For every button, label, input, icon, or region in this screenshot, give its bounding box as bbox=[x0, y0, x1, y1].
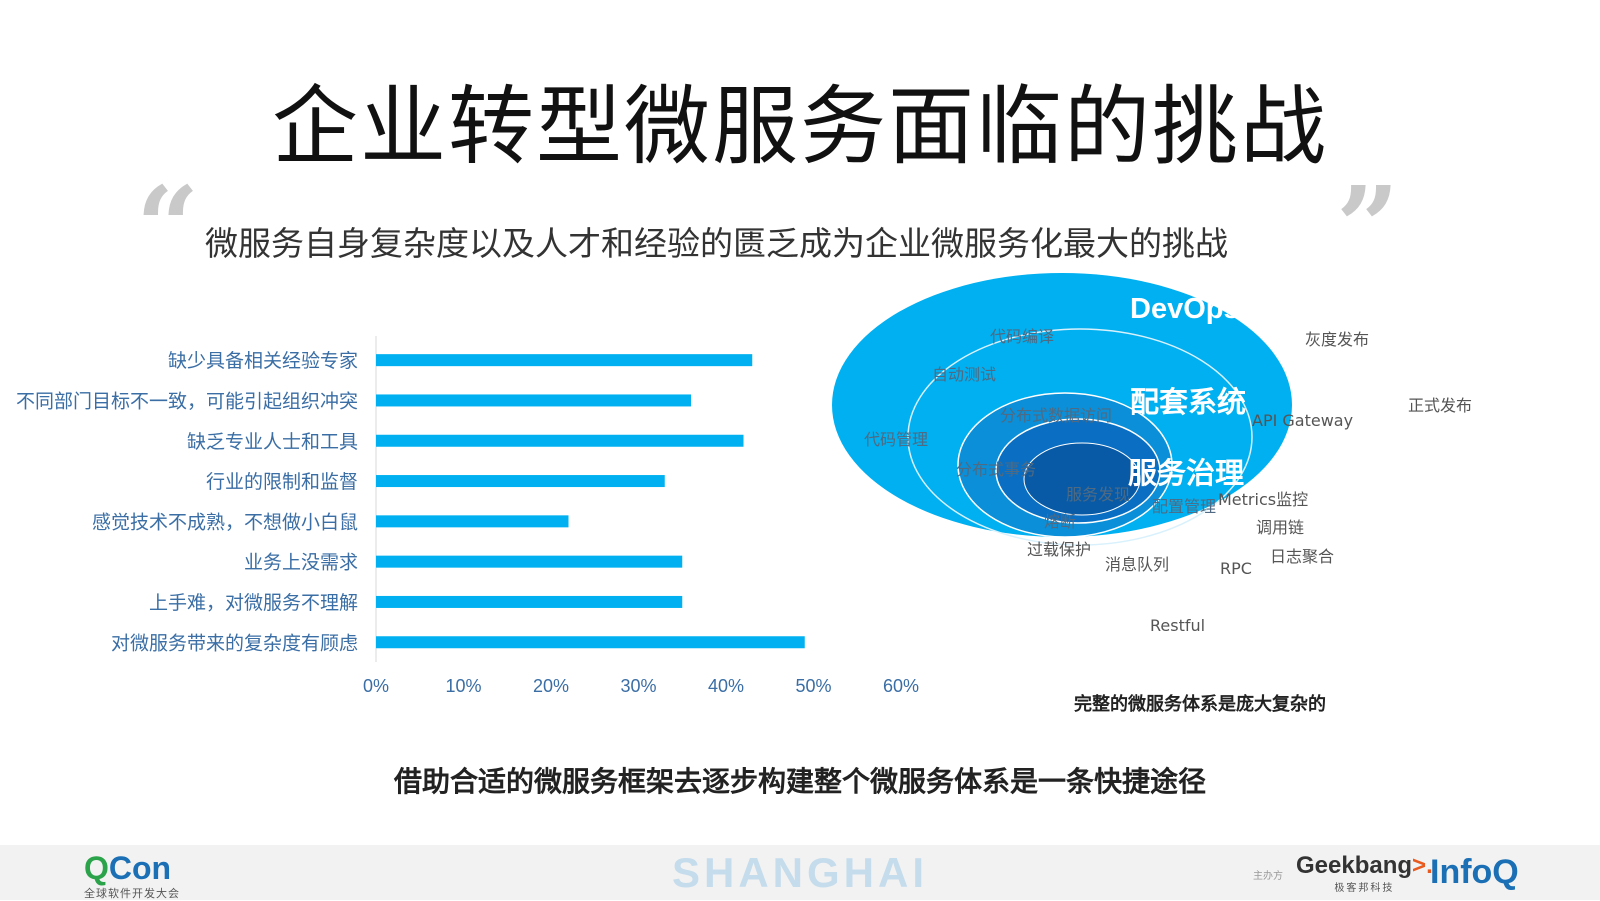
diagram-term: 调用链 bbox=[1256, 518, 1304, 537]
geekbang-logo: Geekbang>. 极客邦科技 bbox=[1296, 852, 1433, 895]
bar bbox=[376, 475, 665, 488]
geekbang-name: Geekbang bbox=[1296, 852, 1413, 879]
bar bbox=[376, 636, 805, 649]
x-tick-label: 30% bbox=[620, 676, 656, 696]
devops-label: DevOps bbox=[1130, 293, 1240, 325]
category-label: 缺少具备相关经验专家 bbox=[168, 350, 358, 372]
diagram-term: Metrics监控 bbox=[1218, 490, 1308, 509]
quote-close-mark: ” bbox=[1336, 162, 1400, 291]
core-ellipse bbox=[1023, 442, 1141, 516]
category-label: 缺乏专业人士和工具 bbox=[187, 431, 358, 453]
diagram-term: API Gateway bbox=[1252, 411, 1353, 430]
diagram-term: 正式发布 bbox=[1408, 396, 1472, 415]
x-tick-label: 40% bbox=[708, 676, 744, 696]
diagram-term: 过载保护 bbox=[1027, 540, 1091, 559]
diagram-term: 分布式数据访问 bbox=[1000, 406, 1112, 425]
footer-bar: QCon 全球软件开发大会 SHANGHAI 主办方 Geekbang>. 极客… bbox=[0, 845, 1600, 900]
x-tick-label: 10% bbox=[445, 676, 481, 696]
sponsor-label: 主办方 bbox=[1253, 871, 1283, 882]
qcon-logo: QCon 全球软件开发大会 bbox=[84, 851, 180, 901]
category-label: 对微服务带来的复杂度有顾虑 bbox=[111, 632, 358, 654]
diagram-term: 服务发现 bbox=[1066, 485, 1130, 504]
qcon-subtitle: 全球软件开发大会 bbox=[84, 887, 180, 900]
diagram-term: 配置管理 bbox=[1152, 497, 1216, 516]
x-tick-label: 20% bbox=[533, 676, 569, 696]
challenges-bar-chart: 缺少具备相关经验专家不同部门目标不一致，可能引起组织冲突缺乏专业人士和工具行业的… bbox=[16, 336, 919, 696]
category-label: 业务上没需求 bbox=[244, 552, 358, 574]
diagram-term: RPC bbox=[1220, 559, 1252, 578]
bar bbox=[376, 354, 753, 367]
category-label: 上手难，对微服务不理解 bbox=[149, 592, 358, 614]
diagram-term: 消息队列 bbox=[1105, 555, 1169, 574]
geekbang-arrow: >. bbox=[1412, 852, 1433, 879]
diagram-term: 分布式事务 bbox=[956, 460, 1036, 479]
qcon-logo-con: Con bbox=[108, 850, 172, 886]
diagram-term: 灰度发布 bbox=[1305, 330, 1369, 349]
category-label: 感觉技术不成熟，不想做小白鼠 bbox=[92, 511, 358, 533]
slide-title: 企业转型微服务面临的挑战 bbox=[272, 77, 1328, 177]
geekbang-subtitle: 极客邦科技 bbox=[1334, 883, 1395, 894]
bar bbox=[376, 515, 569, 528]
microservice-ellipse-diagram: DevOps 配套系统 服务治理 代码编译 灰度发布自动测试正式发布分布式数据访问… bbox=[832, 273, 1472, 635]
city-watermark: SHANGHAI bbox=[671, 849, 928, 896]
x-tick-label: 60% bbox=[883, 676, 919, 696]
diagram-term: 代码管理 bbox=[864, 430, 928, 449]
infoq-logo: InfoQ bbox=[1430, 853, 1519, 891]
bar bbox=[376, 394, 691, 407]
bar bbox=[376, 595, 683, 608]
category-label: 行业的限制和监督 bbox=[206, 471, 358, 493]
quote-open-mark: “ bbox=[136, 162, 200, 291]
slide-subtitle: 微服务自身复杂度以及人才和经验的匮乏成为企业微服务化最大的挑战 bbox=[205, 224, 1228, 263]
devops-inner-ring bbox=[907, 328, 1253, 546]
category-label: 不同部门目标不一致，可能引起组织冲突 bbox=[16, 390, 358, 412]
diagram-term: 自动测试 bbox=[932, 365, 996, 384]
diagram-term: 熔断 bbox=[1044, 512, 1076, 531]
service-governance-label: 服务治理 bbox=[1128, 456, 1244, 490]
support-system-label: 配套系统 bbox=[1130, 385, 1246, 419]
x-tick-label: 0% bbox=[363, 676, 389, 696]
slide-conclusion: 借助合适的微服务框架去逐步构建整个微服务体系是一条快捷途径 bbox=[393, 765, 1206, 798]
diagram-caption: 完整的微服务体系是庞大复杂的 bbox=[1074, 694, 1326, 715]
qcon-logo-q: Q bbox=[84, 850, 109, 886]
diagram-term: 代码编译 bbox=[990, 327, 1054, 346]
bar bbox=[376, 434, 744, 447]
diagram-term: 日志聚合 bbox=[1270, 547, 1334, 566]
diagram-term: Restful bbox=[1150, 616, 1205, 635]
bar bbox=[376, 555, 683, 568]
x-tick-label: 50% bbox=[795, 676, 831, 696]
